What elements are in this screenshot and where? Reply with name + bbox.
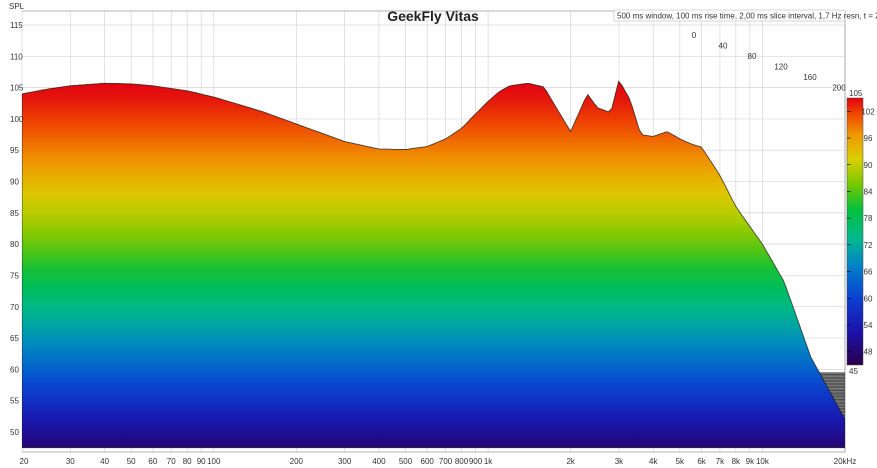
x-tick-label: 90 [197,457,206,466]
x-tick-label: 900 [469,457,483,466]
y-tick-label: 65 [10,334,19,343]
y-tick-label: 110 [10,52,23,61]
y-tick-label: 90 [10,178,19,187]
x-tick-label: 50 [127,457,136,466]
colorbar-tick-label: 60 [864,294,873,303]
time-tick-label: 160 [803,73,817,82]
x-tick-label: 7k [716,457,725,466]
y-axis-ticks: 50 55 60 65 70 75 80 85 90 95 100 105 110 115 [10,21,24,437]
x-tick-label: 20kHz [834,457,857,466]
y-tick-label: 100 [10,115,24,124]
colorbar-tick-label: 90 [864,161,873,170]
time-tick-label: 40 [719,42,728,51]
y-tick-label: 115 [10,21,23,30]
x-tick-label: 8k [732,457,741,466]
time-axis-ticks: 0 40 80 120 160 200 [692,31,846,93]
y-tick-label: 70 [10,303,19,312]
y-tick-label: 85 [10,209,19,218]
x-tick-label: 600 [421,457,435,466]
x-tick-label: 2k [566,457,575,466]
y-tick-label: 95 [10,146,19,155]
time-tick-label: 0 [692,31,697,40]
x-tick-label: 3k [615,457,624,466]
colorbar-tick-label: 96 [864,134,873,143]
y-tick-label: 105 [10,84,24,93]
colorbar-max-label: 105 [849,89,863,98]
y-tick-label: 75 [10,271,19,280]
x-tick-label: 4k [649,457,658,466]
x-tick-label: 300 [338,457,352,466]
waterfall-surface [22,80,845,449]
x-tick-label: 1k [484,457,493,466]
x-tick-label: 5k [676,457,685,466]
x-tick-label: 400 [372,457,386,466]
y-tick-label: 55 [10,397,19,406]
waterfall-slice [22,80,845,449]
chart-title: GeekFly Vitas [387,8,479,24]
colorbar-tick-label: 102 [861,107,875,116]
colorbar-tick-label: 72 [864,241,873,250]
x-tick-label: 40 [100,457,109,466]
y-tick-label: 50 [10,428,19,437]
y-tick-label: 80 [10,240,19,249]
y-tick-label: 60 [10,365,19,374]
x-tick-label: 700 [439,457,453,466]
x-tick-label: 100 [207,457,221,466]
x-tick-label: 30 [66,457,75,466]
y-axis-label: SPL [9,2,25,11]
x-axis-ticks: 20 30 40 50 60 70 80 90 100 200 300 400 500 600 700 800… [20,457,857,466]
colorbar-ticks: 48 54 60 66 72 78 84 90 96 102 [847,107,875,357]
x-tick-label: 60 [148,457,157,466]
time-tick-label: 120 [774,63,788,72]
x-tick-label: 10k [756,457,770,466]
x-tick-label: 200 [290,457,304,466]
colorbar-tick-label: 54 [864,321,873,330]
colorbar-tick-label: 78 [864,214,873,223]
info-box-text: 500 ms window, 100 ms rise time, 2,00 ms… [617,12,877,21]
colorbar-tick-label: 48 [864,348,873,357]
x-tick-label: 80 [183,457,192,466]
x-tick-label: 20 [20,457,29,466]
x-tick-label: 6k [697,457,706,466]
time-tick-label: 80 [748,52,757,61]
time-tick-label: 200 [832,84,846,93]
x-tick-label: 70 [167,457,176,466]
x-tick-label: 500 [399,457,413,466]
colorbar: 105 45 48 54 60 66 72 78 84 90 96 102 [846,89,875,376]
x-tick-label: 9k [746,457,755,466]
x-tick-label: 800 [455,457,469,466]
info-box-frame [613,9,846,22]
colorbar-min-label: 45 [849,367,858,376]
colorbar-tick-label: 84 [864,187,873,196]
info-box: 500 ms window, 100 ms rise time, 2,00 ms… [613,9,877,22]
colorbar-tick-label: 66 [864,268,873,277]
